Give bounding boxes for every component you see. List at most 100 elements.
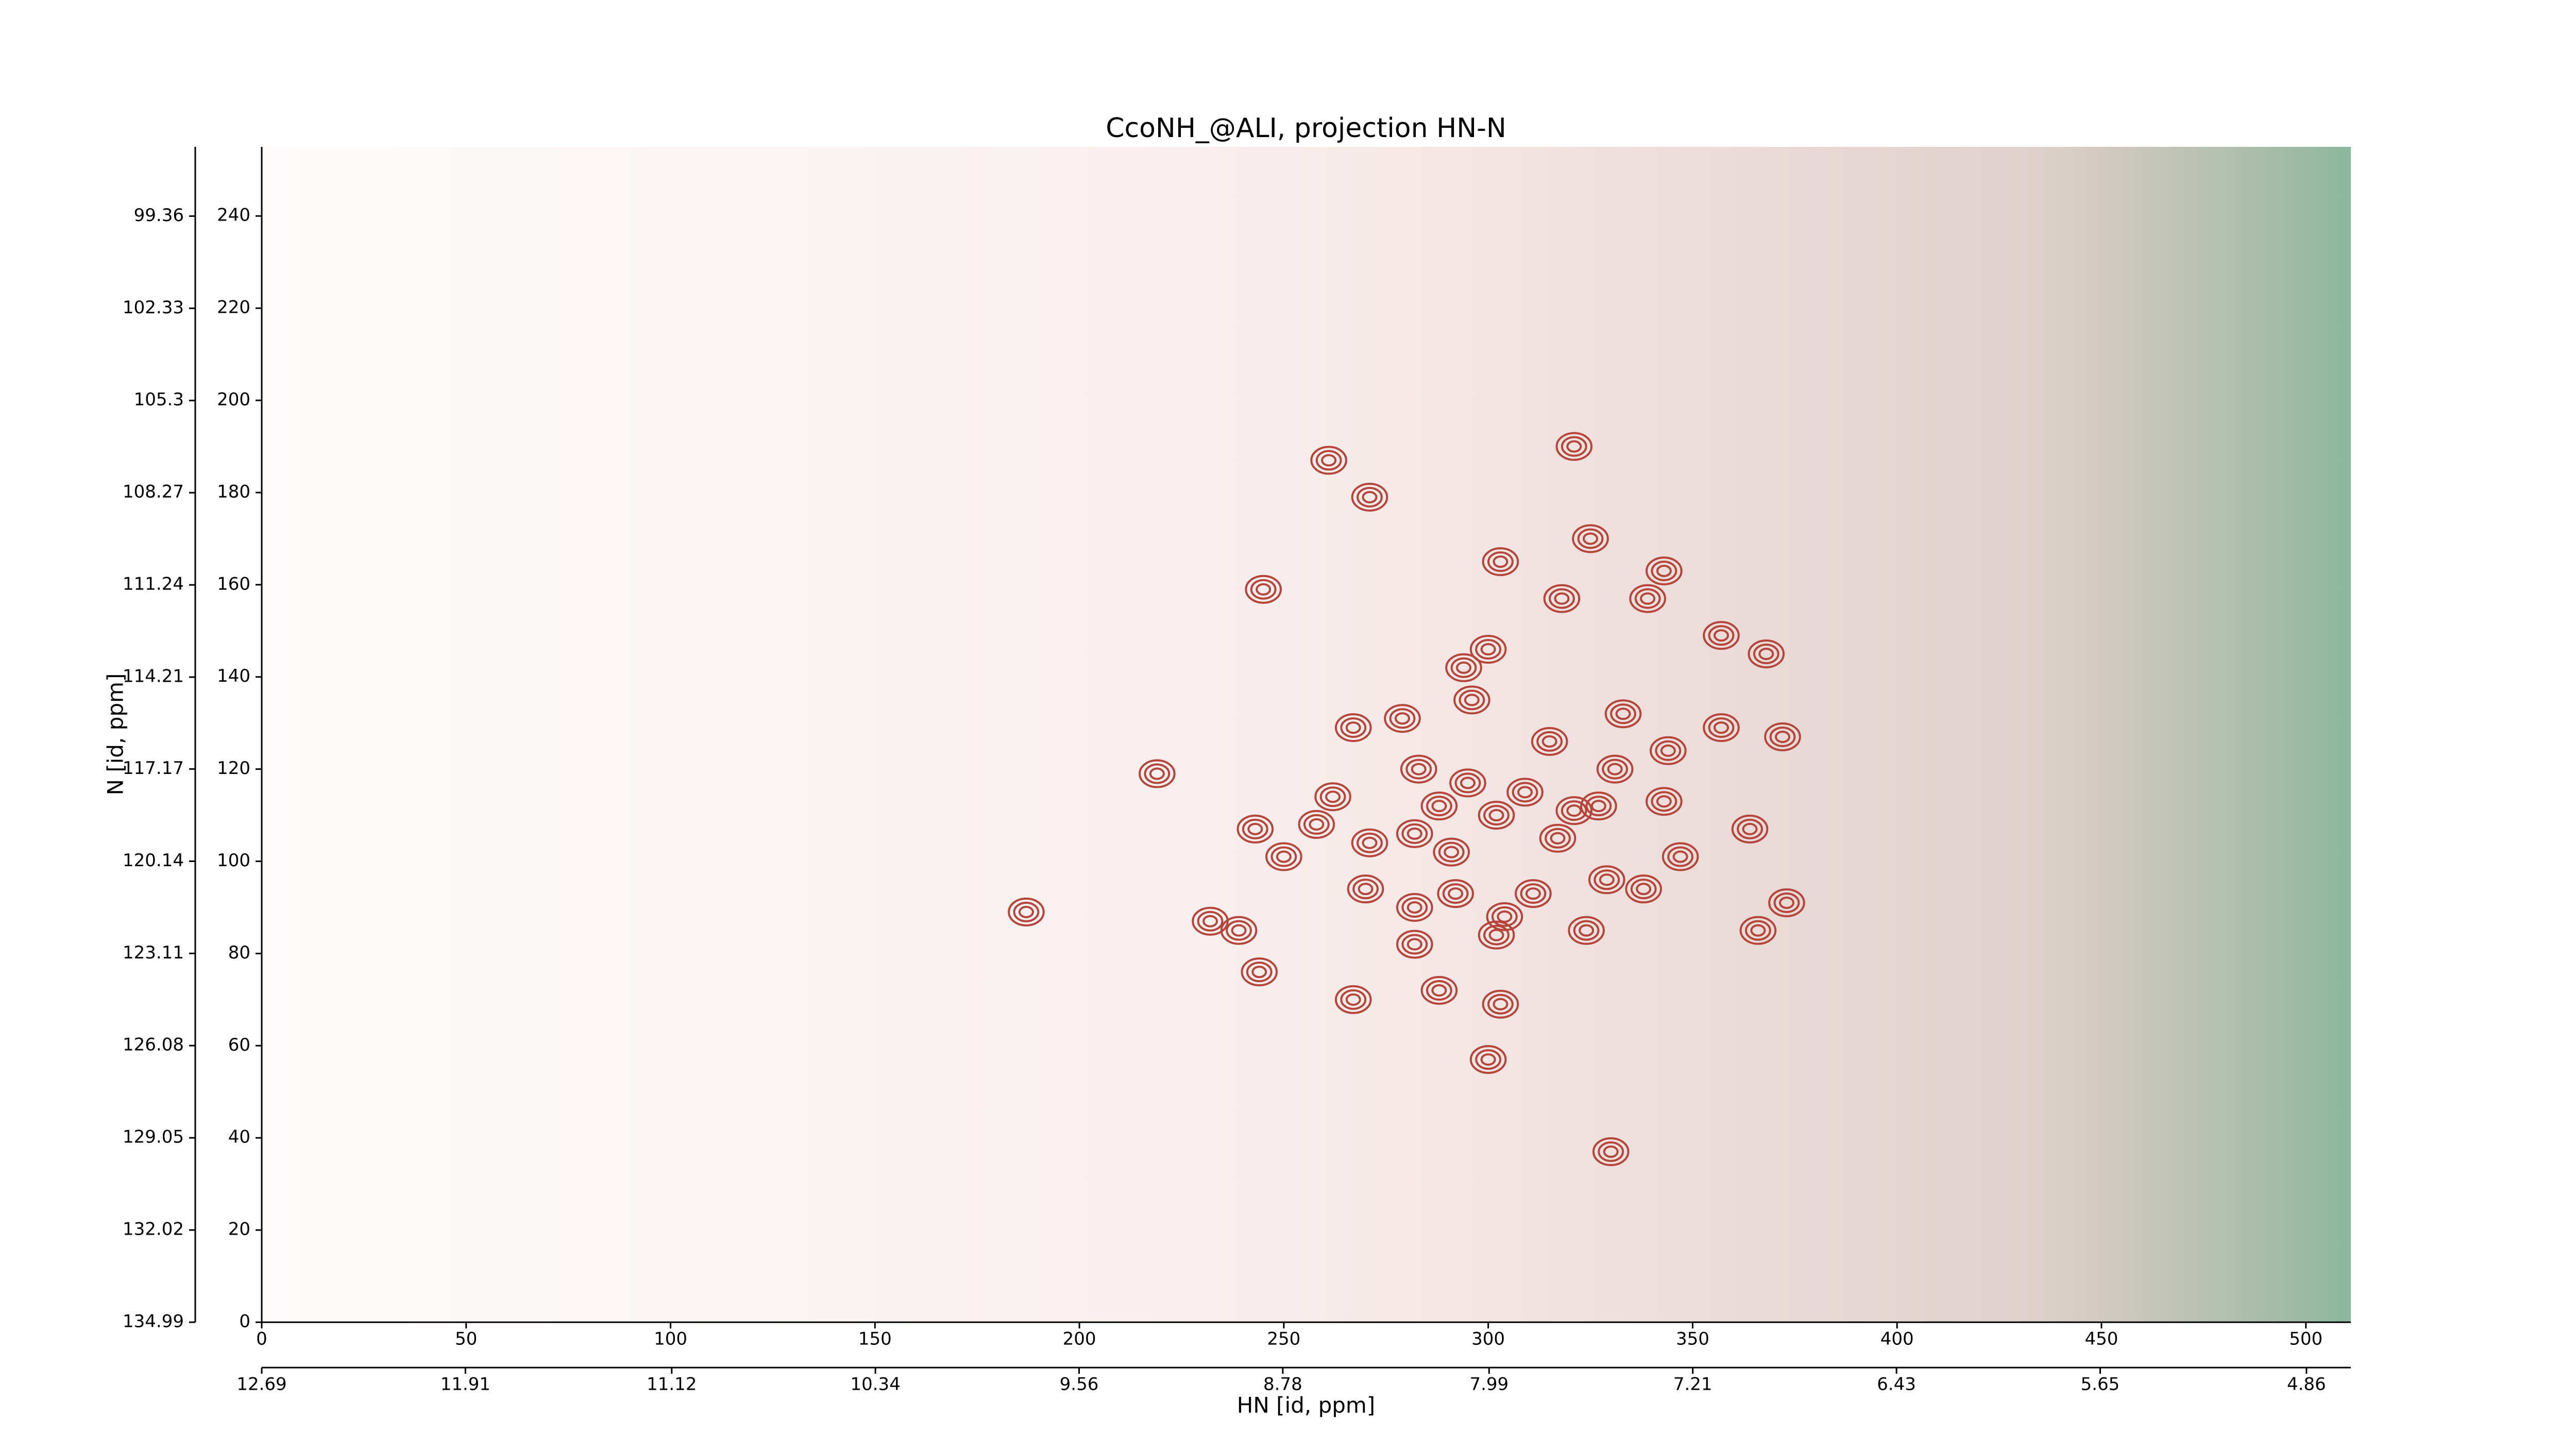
contour-ring [1708, 625, 1735, 646]
peak [1629, 584, 1666, 613]
contour-ring [1599, 873, 1615, 886]
y2-tick-label: 108.27 [123, 482, 184, 502]
contour-ring [1345, 993, 1361, 1006]
contour-ring [1202, 915, 1218, 928]
contour-ring [1583, 532, 1599, 545]
contour-ring [1420, 975, 1458, 1005]
x-tick-label: 450 [2084, 1329, 2118, 1350]
peak [1351, 482, 1388, 512]
contour-ring [1241, 957, 1278, 987]
contour-ring [1460, 777, 1476, 789]
x-tick-label: 200 [1063, 1329, 1096, 1350]
x-tick-label: 100 [654, 1329, 687, 1350]
contour-ring [1493, 555, 1509, 568]
peak [1469, 635, 1507, 664]
contour-ring [1585, 796, 1612, 817]
contour-ring [1603, 1145, 1619, 1158]
contour-ring [1497, 910, 1513, 923]
y-tick-label: 160 [217, 574, 250, 594]
contour-ring [1651, 791, 1677, 812]
peak [1486, 902, 1523, 931]
peak [1449, 768, 1486, 798]
peak [1506, 778, 1544, 807]
contour-ring [1662, 842, 1699, 871]
peak [1420, 791, 1458, 821]
contour-ring [1750, 924, 1766, 937]
contour-ring [1660, 744, 1676, 757]
peak [1396, 892, 1433, 922]
contour-ring [1401, 934, 1428, 955]
contour-ring [1703, 713, 1740, 743]
contour-ring [1396, 930, 1433, 959]
y-tick-label: 120 [217, 758, 250, 779]
contour-ring [1486, 902, 1523, 931]
contour-ring [1646, 787, 1683, 816]
peak [1334, 985, 1372, 1014]
contour-ring [1748, 639, 1785, 668]
peak [1646, 556, 1683, 585]
contour-ring [1742, 822, 1758, 835]
contour-ring [1525, 887, 1541, 900]
contour-ring [1568, 916, 1605, 945]
contour-ring [1744, 920, 1771, 941]
contour-ring [1555, 796, 1593, 825]
contour-ring [1713, 629, 1729, 642]
peak [1245, 575, 1282, 604]
x2-tick-label: 10.34 [850, 1374, 900, 1395]
contour-ring [1708, 717, 1735, 738]
contour-ring [1426, 796, 1452, 817]
contour-ring [1630, 879, 1657, 900]
contour-ring [1487, 551, 1514, 572]
contour-ring [1773, 892, 1800, 913]
peak [1347, 874, 1384, 904]
contour-ring [1454, 772, 1481, 794]
contour-ring [1405, 759, 1432, 780]
peak [1543, 584, 1581, 613]
peak [1008, 897, 1045, 926]
contour-ring [1577, 528, 1604, 549]
x2-tick-label: 4.86 [2287, 1374, 2326, 1395]
y-tick-label: 220 [217, 297, 250, 318]
contour-ring [1250, 579, 1277, 600]
peak [1314, 782, 1351, 812]
y-tick-label: 40 [228, 1127, 250, 1148]
contour-ring [1579, 924, 1595, 937]
contour-ring [1401, 823, 1428, 844]
chart-title: CcoNH_@ALI, projection HN-N [1106, 113, 1506, 144]
contour-ring [1667, 846, 1693, 867]
contour-ring [1764, 722, 1801, 751]
y2-tick-label: 126.08 [123, 1035, 184, 1055]
x2-tick-label: 12.69 [236, 1374, 286, 1395]
peak [1515, 879, 1552, 908]
contour-ring [1469, 635, 1507, 664]
contour-ring [1444, 846, 1460, 858]
y-tick-label: 140 [217, 666, 250, 686]
contour-ring [1636, 883, 1652, 896]
contour-ring [1580, 791, 1617, 821]
x2-tick-label: 9.56 [1060, 1374, 1099, 1395]
x2-tick-label: 6.43 [1877, 1374, 1916, 1395]
x-tick-label: 250 [1267, 1329, 1300, 1350]
peak [1396, 819, 1433, 848]
contour-ring [1389, 708, 1416, 729]
contour-ring [1656, 795, 1672, 808]
contour-ring [1450, 657, 1477, 678]
contour-ring [1469, 1045, 1507, 1074]
contour-ring [1703, 621, 1740, 650]
peak [1592, 1137, 1630, 1167]
contour-ring [1561, 436, 1587, 457]
peak [1265, 842, 1302, 871]
contour-ring [1401, 897, 1428, 918]
contour-ring [1493, 998, 1509, 1010]
peak [1396, 930, 1433, 959]
contour-ring [1394, 712, 1410, 725]
contour-ring [1406, 827, 1422, 840]
contour-ring [1541, 735, 1557, 748]
contour-ring [1561, 800, 1587, 821]
contour-ring [1531, 727, 1568, 756]
y-tick-label: 100 [217, 850, 250, 871]
y-tick-label: 60 [228, 1035, 250, 1055]
peak [1482, 547, 1519, 577]
contour-ring [1769, 726, 1796, 747]
